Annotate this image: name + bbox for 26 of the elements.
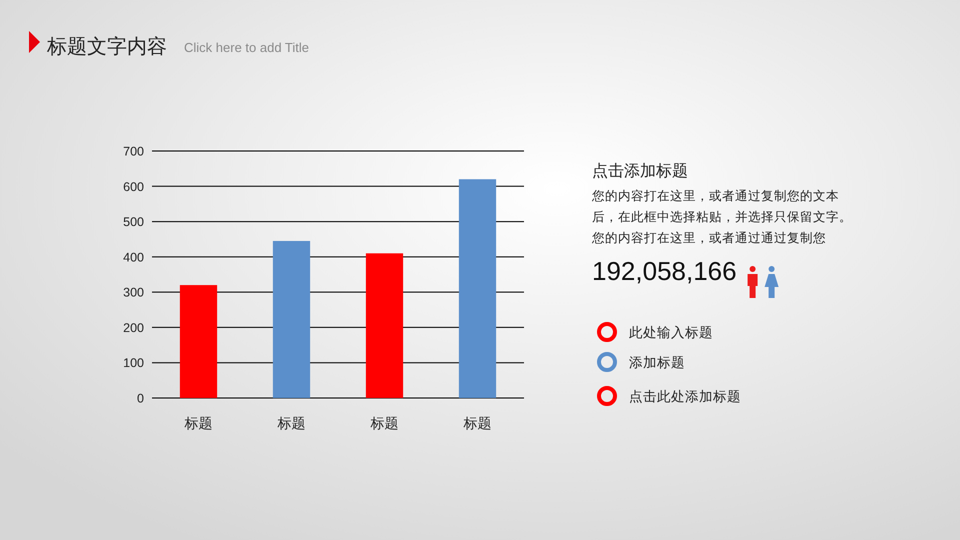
y-tick-label: 200 (123, 320, 144, 335)
y-tick-label: 100 (123, 356, 144, 370)
x-tick-label: 标题 (462, 415, 492, 431)
bar (366, 253, 404, 398)
bar (272, 240, 310, 398)
text: 192,058,166 (592, 256, 737, 286)
y-tick-label: 700 (123, 144, 144, 158)
y-tick-label: 0 (137, 392, 144, 406)
chart-title: 标题文字内容 (46, 35, 167, 58)
x-tick-label: 标题 (276, 415, 306, 431)
y-tick-label: 400 (123, 250, 144, 264)
text: 点击添加标题 (592, 162, 688, 180)
y-tick-label: 500 (123, 215, 144, 230)
bar (458, 179, 496, 398)
text: 此处输入标题 (629, 325, 713, 340)
y-tick-label: 300 (123, 286, 144, 300)
text: 后，在此框中选择粘贴，并选择只保留文字。 (592, 209, 852, 224)
text: 添加标题 (629, 355, 685, 370)
y-tick-label: 600 (123, 180, 144, 194)
bar (180, 285, 218, 398)
chart-subtitle: Click here to add Title (184, 40, 310, 55)
text: 您的内容打在这里，或者通过通过复制您 (591, 230, 826, 245)
x-tick-label: 标题 (184, 415, 212, 431)
x-tick-label: 标题 (370, 415, 398, 431)
text: 您的内容打在这里，或者通过复制您的文本 (591, 188, 839, 203)
text: 点击此处添加标题 (629, 389, 741, 404)
